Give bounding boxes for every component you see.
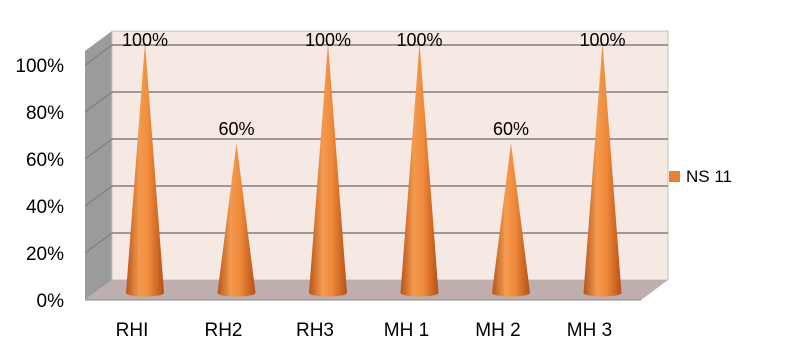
x-tick-label: MH 1 [384, 320, 429, 341]
cone-bar-mh-2 [492, 143, 530, 297]
data-label: 60% [493, 119, 529, 139]
legend: NS 11 [669, 167, 732, 186]
x-tick-label: MH 2 [475, 320, 520, 341]
data-label: 100% [579, 30, 625, 50]
cone-body [492, 143, 530, 297]
y-tick-label: 60% [26, 150, 64, 171]
legend-swatch [669, 171, 680, 182]
cone-body [400, 43, 439, 297]
back-wall [111, 30, 669, 281]
cone-body [309, 43, 347, 297]
cone-bar-mh-1 [400, 43, 439, 297]
y-tick-label: 40% [26, 197, 64, 218]
data-label: 100% [396, 30, 442, 50]
cone-bars [126, 43, 622, 297]
legend-label-ns-11: NS 11 [686, 167, 732, 186]
data-label: 60% [218, 119, 254, 139]
side-gridline-3 [84, 138, 113, 160]
x-tick-label: RHI [116, 320, 149, 341]
y-tick-label: 0% [37, 291, 65, 312]
y-axis-ticks: 0% 20% 40% 60% 80% 100% [15, 56, 64, 312]
cone-body [583, 43, 622, 297]
cone-bar-rh3 [309, 43, 347, 297]
floor [85, 280, 668, 300]
cone-body [217, 143, 256, 297]
data-label: 100% [122, 30, 168, 50]
side-gridline-2 [84, 185, 113, 207]
side-gridline-1 [84, 232, 113, 254]
y-tick-label: 100% [15, 56, 64, 77]
x-tick-label: MH 3 [567, 320, 612, 341]
gridlines [84, 44, 668, 254]
cone-bar-mh-3 [583, 43, 622, 297]
x-tick-label: RH2 [204, 320, 242, 341]
y-tick-label: 20% [26, 244, 64, 265]
side-gridline-5 [84, 44, 113, 66]
x-tick-label: RH3 [296, 320, 334, 341]
cone-bar-rhi [126, 43, 164, 297]
side-gridline-4 [84, 91, 113, 113]
side-wall [85, 31, 112, 300]
cone-body [126, 43, 164, 297]
data-label: 100% [305, 30, 351, 50]
x-axis-ticks: RHI RH2 RH3 MH 1 MH 2 MH 3 [116, 320, 613, 341]
y-tick-label: 80% [26, 103, 64, 124]
cone-bar-rh2 [217, 143, 256, 297]
data-labels: 100% 60% 100% 100% 60% 100% [122, 30, 626, 139]
